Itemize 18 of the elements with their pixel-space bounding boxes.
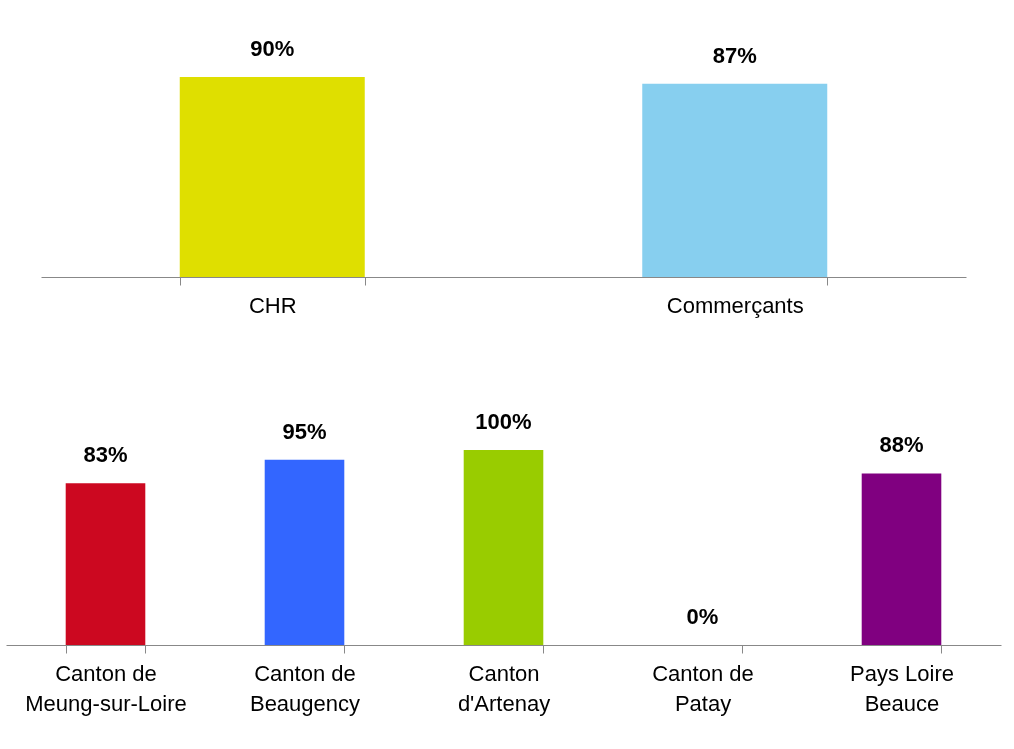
data-label: 87%: [712, 42, 757, 68]
data-label: 90%: [250, 36, 295, 61]
x-tick-label: Canton de Meung-sur-Loire: [25, 660, 187, 716]
x-tick-label: CHR: [248, 292, 297, 318]
data-label: 88%: [879, 432, 924, 458]
bar: [463, 450, 544, 645]
bar: [65, 483, 146, 645]
x-tick-label: Canton de Patay: [652, 660, 754, 716]
x-tick-label: Canton d'Artenay: [457, 660, 551, 716]
data-label: 95%: [282, 418, 327, 444]
bar: [264, 459, 345, 645]
data-label: 0%: [686, 604, 719, 629]
x-tick-label: Commerçants: [666, 292, 804, 318]
data-label: 83%: [83, 442, 128, 468]
x-tick-label: Canton de Beaugency: [249, 660, 361, 716]
data-label: 100%: [475, 409, 532, 434]
x-tick-label: Pays Loire Beauce: [850, 660, 954, 716]
bar: [861, 473, 942, 645]
